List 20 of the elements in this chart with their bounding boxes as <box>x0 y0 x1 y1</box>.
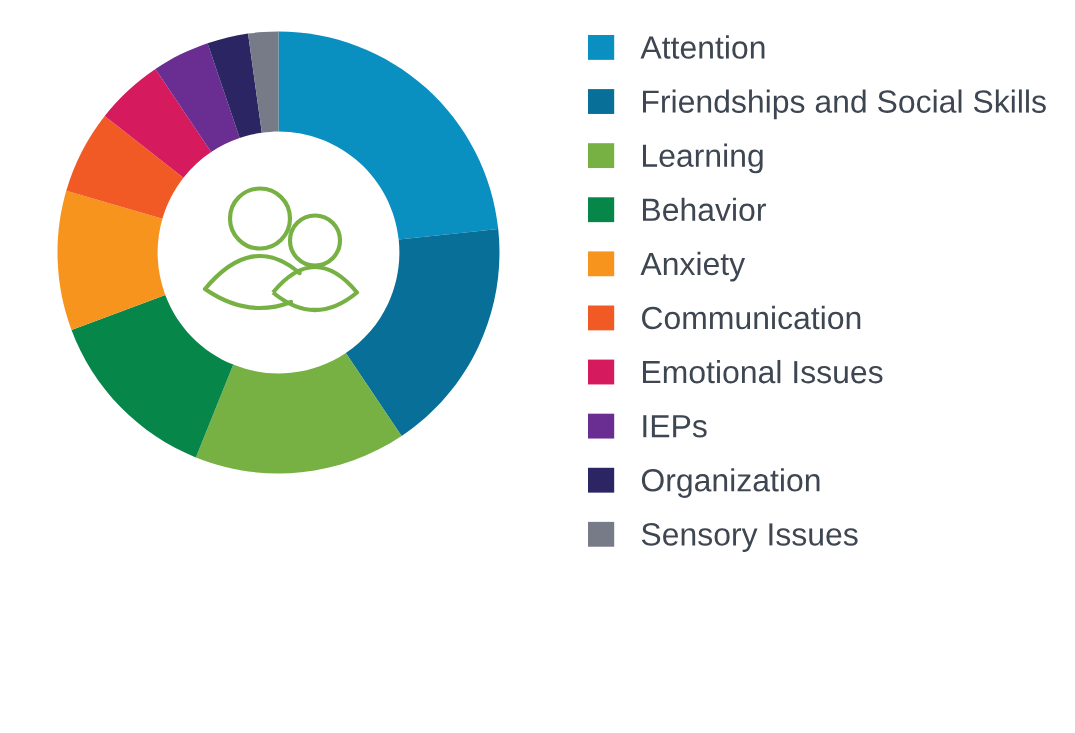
donut-slice <box>207 33 262 139</box>
legend-label: Sensory Issues <box>641 523 858 553</box>
legend-label: Friendships and Social Skills <box>643 89 1046 120</box>
donut-slice <box>104 68 212 178</box>
donut-slice <box>195 352 402 474</box>
donut-slice <box>66 115 184 219</box>
donut-slice <box>345 228 500 437</box>
donut-slice <box>71 294 234 458</box>
legend-label: Attention <box>640 35 765 59</box>
donut-slice <box>248 31 279 133</box>
legend-label: Emotional Issues <box>643 359 883 384</box>
donut-slice <box>57 190 166 330</box>
legend-label: Organization <box>641 468 820 498</box>
legend-label: Behavior <box>643 197 766 222</box>
legend-label: Anxiety <box>640 251 746 282</box>
legend-label: Communication <box>642 305 861 330</box>
legend-label: Learning <box>643 143 763 174</box>
donut-slice <box>155 43 240 153</box>
legend-label: IEPs <box>643 415 707 438</box>
donut-slice <box>278 31 499 240</box>
